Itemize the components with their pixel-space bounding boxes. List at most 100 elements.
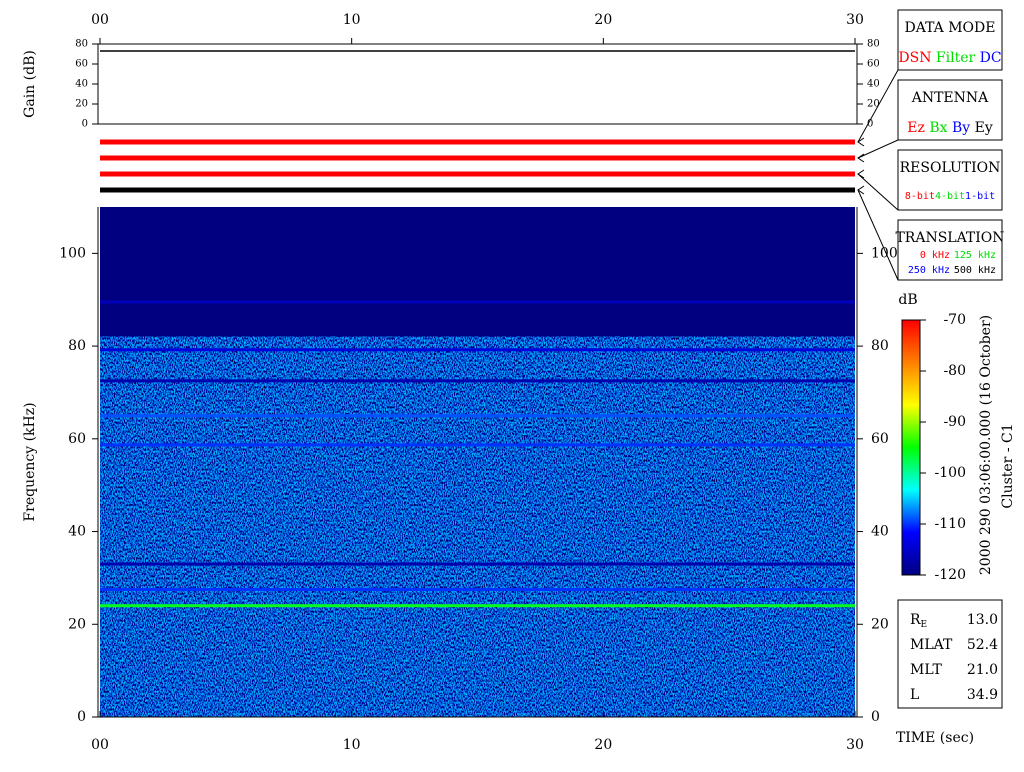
mode-option: 4-bit xyxy=(935,191,965,202)
y-tick-label: 20 xyxy=(871,616,889,632)
y-tick-label: 80 xyxy=(75,39,88,50)
timestamp: 2000 290 03:06:00.000 (16 October) xyxy=(978,315,994,575)
emission-line xyxy=(100,562,855,566)
mode-bar xyxy=(100,139,855,145)
mode-option: Filter xyxy=(936,50,976,66)
connector xyxy=(857,137,865,147)
info-label-text: L xyxy=(910,687,919,703)
mode-bar xyxy=(100,155,855,161)
y-tick-label: 100 xyxy=(59,245,86,261)
mode-title: RESOLUTION xyxy=(900,160,1001,176)
x-axis-label: TIME (sec) xyxy=(896,730,974,746)
y-tick-label: 60 xyxy=(75,59,88,70)
mode-bar xyxy=(100,187,855,193)
info-label-text: MLAT xyxy=(910,637,953,653)
y-tick-label: 20 xyxy=(75,99,88,110)
emission-line xyxy=(100,348,855,352)
mode-option: Bx xyxy=(929,120,947,136)
x-tick-label: 10 xyxy=(343,12,361,28)
spacecraft: Cluster - C1 xyxy=(1000,423,1016,508)
mode-option: 500 kHz xyxy=(954,265,996,276)
x-tick-label: 20 xyxy=(594,12,612,28)
mode-box xyxy=(897,149,1003,211)
y-tick-label: 100 xyxy=(871,245,898,261)
y-tick-label: 60 xyxy=(871,431,889,447)
colorbar-tick-label: -110 xyxy=(935,516,966,532)
y-tick-label: 40 xyxy=(867,79,880,90)
colorbar-tick-label: -80 xyxy=(943,363,966,379)
mode-option: 0 kHz xyxy=(920,250,950,261)
y-tick-label: 0 xyxy=(77,709,86,725)
info-value: 21.0 xyxy=(967,662,998,678)
y-tick-label: 60 xyxy=(867,59,880,70)
info-label-text: R xyxy=(910,612,921,628)
colorbar-tick-label: -100 xyxy=(935,465,966,481)
connector xyxy=(857,139,899,159)
y-tick-label: 20 xyxy=(867,99,880,110)
colorbar-label: dB xyxy=(898,292,917,308)
y-axis-label: Gain (dB) xyxy=(22,50,38,118)
mode-bar xyxy=(100,171,855,177)
colorbar xyxy=(901,319,921,576)
x-tick-label: 00 xyxy=(91,737,109,753)
info-box xyxy=(897,599,1003,709)
connector xyxy=(857,173,899,211)
plot-area xyxy=(97,43,858,125)
emission-line xyxy=(100,588,855,591)
y-tick-label: 0 xyxy=(82,119,88,130)
emission-line xyxy=(100,300,855,304)
emission-line xyxy=(100,414,855,418)
colorbar-tick-label: -120 xyxy=(935,567,966,583)
info-value: 13.0 xyxy=(967,612,998,628)
mode-option: Ey xyxy=(975,120,993,136)
emission-line xyxy=(100,379,855,383)
y-tick-label: 40 xyxy=(871,524,889,540)
emission-line xyxy=(100,443,855,447)
info-label-text: MLT xyxy=(910,662,942,678)
info-value: 52.4 xyxy=(967,637,998,653)
mode-options: 8-bit4-bit1-bit xyxy=(905,191,995,202)
mode-title: TRANSLATION xyxy=(895,230,1004,246)
y-tick-label: 80 xyxy=(68,338,86,354)
y-tick-label: 40 xyxy=(68,524,86,540)
mode-option: 250 kHz xyxy=(908,265,950,276)
info-label: MLT xyxy=(910,662,942,678)
connector xyxy=(857,69,899,143)
y-tick-label: 80 xyxy=(871,338,889,354)
mode-title: ANTENNA xyxy=(911,90,989,106)
y-tick-label: 60 xyxy=(68,431,86,447)
x-tick-label: 30 xyxy=(846,737,864,753)
x-tick-label: 20 xyxy=(594,737,612,753)
y-tick-label: 20 xyxy=(68,616,86,632)
y-tick-label: 40 xyxy=(75,79,88,90)
mode-option: 8-bit xyxy=(905,191,935,202)
info-label-sub: E xyxy=(921,620,928,630)
info-label: MLAT xyxy=(910,637,953,653)
mode-box xyxy=(897,219,1003,281)
y-tick-label: 0 xyxy=(867,119,873,130)
mode-option: 125 kHz xyxy=(954,250,996,261)
mode-options: Ez Bx By Ey xyxy=(907,120,993,136)
y-axis-label: Frequency (kHz) xyxy=(22,402,38,521)
spectrogram-noise xyxy=(100,336,855,717)
mode-option: DC xyxy=(980,50,1002,66)
mode-title: DATA MODE xyxy=(905,20,996,36)
x-tick-label: 10 xyxy=(343,737,361,753)
mode-option: By xyxy=(952,120,970,136)
info-value: 34.9 xyxy=(967,687,998,703)
y-tick-label: 0 xyxy=(871,709,880,725)
emission-line xyxy=(100,604,855,608)
info-label: RE xyxy=(910,612,927,630)
mode-option: Ez xyxy=(907,120,925,136)
mode-options: DSN Filter DC xyxy=(898,50,1001,66)
colorbar-tick-label: -70 xyxy=(943,312,966,328)
mode-box xyxy=(897,9,1003,71)
x-tick-label: 30 xyxy=(846,12,864,28)
y-tick-label: 80 xyxy=(867,39,880,50)
colorbar-tick-label: -90 xyxy=(943,414,966,430)
mode-option: DSN xyxy=(898,50,931,66)
mode-option: 1-bit xyxy=(965,191,995,202)
info-label: L xyxy=(910,687,919,703)
